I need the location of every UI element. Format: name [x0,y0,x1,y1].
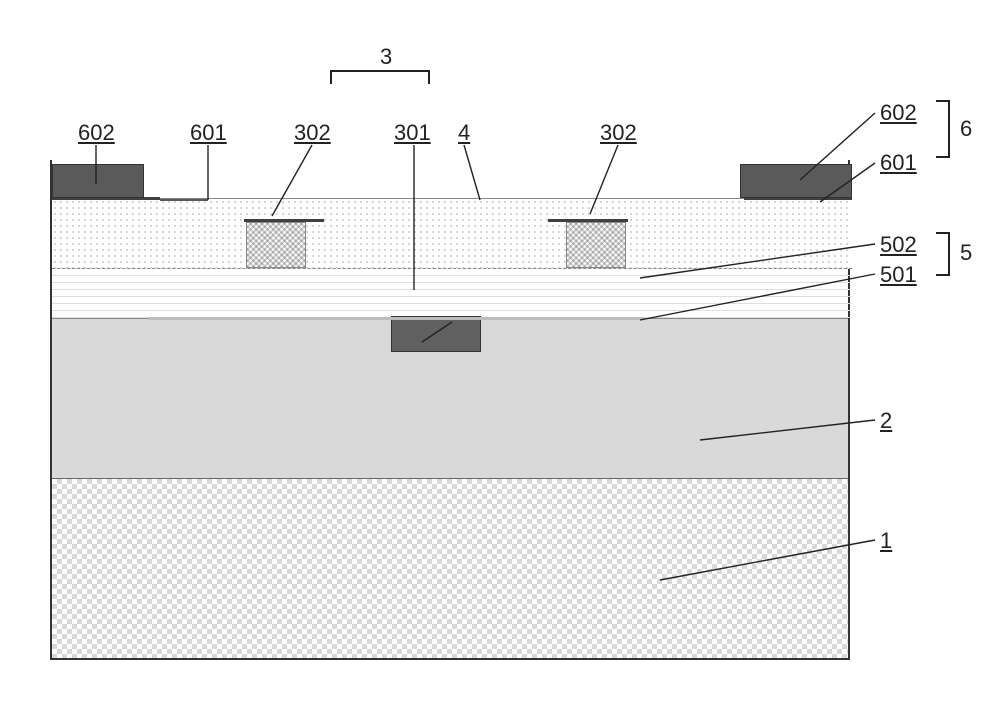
label-502: 502 [880,232,917,258]
label-601-left: 601 [190,120,227,146]
block-602-left [52,164,144,198]
label-501: 501 [880,262,917,288]
label-6: 6 [960,116,972,142]
plate-502 [148,317,644,320]
diagram-stage [50,160,850,660]
layer-1-substrate [52,478,848,658]
label-3: 3 [380,44,392,70]
bracket-3 [330,70,430,72]
bracket-6 [948,100,950,158]
seg-601 [244,219,324,222]
block-602-right [740,164,852,198]
bracket-5 [948,232,950,276]
seg-601 [548,219,628,222]
label-4: 4 [458,120,470,146]
label-5: 5 [960,240,972,266]
label-601-right: 601 [880,150,917,176]
layer-4 [52,198,852,268]
label-602-left: 602 [78,120,115,146]
label-602-right: 602 [880,100,917,126]
layer-301 [52,268,852,318]
block-302-left [246,222,306,268]
label-302: 302 [294,120,331,146]
label-2: 2 [880,408,892,434]
block-501 [391,316,481,352]
block-302-right [566,222,626,268]
label-1: 1 [880,528,892,554]
label-301: 301 [394,120,431,146]
label-302b: 302 [600,120,637,146]
